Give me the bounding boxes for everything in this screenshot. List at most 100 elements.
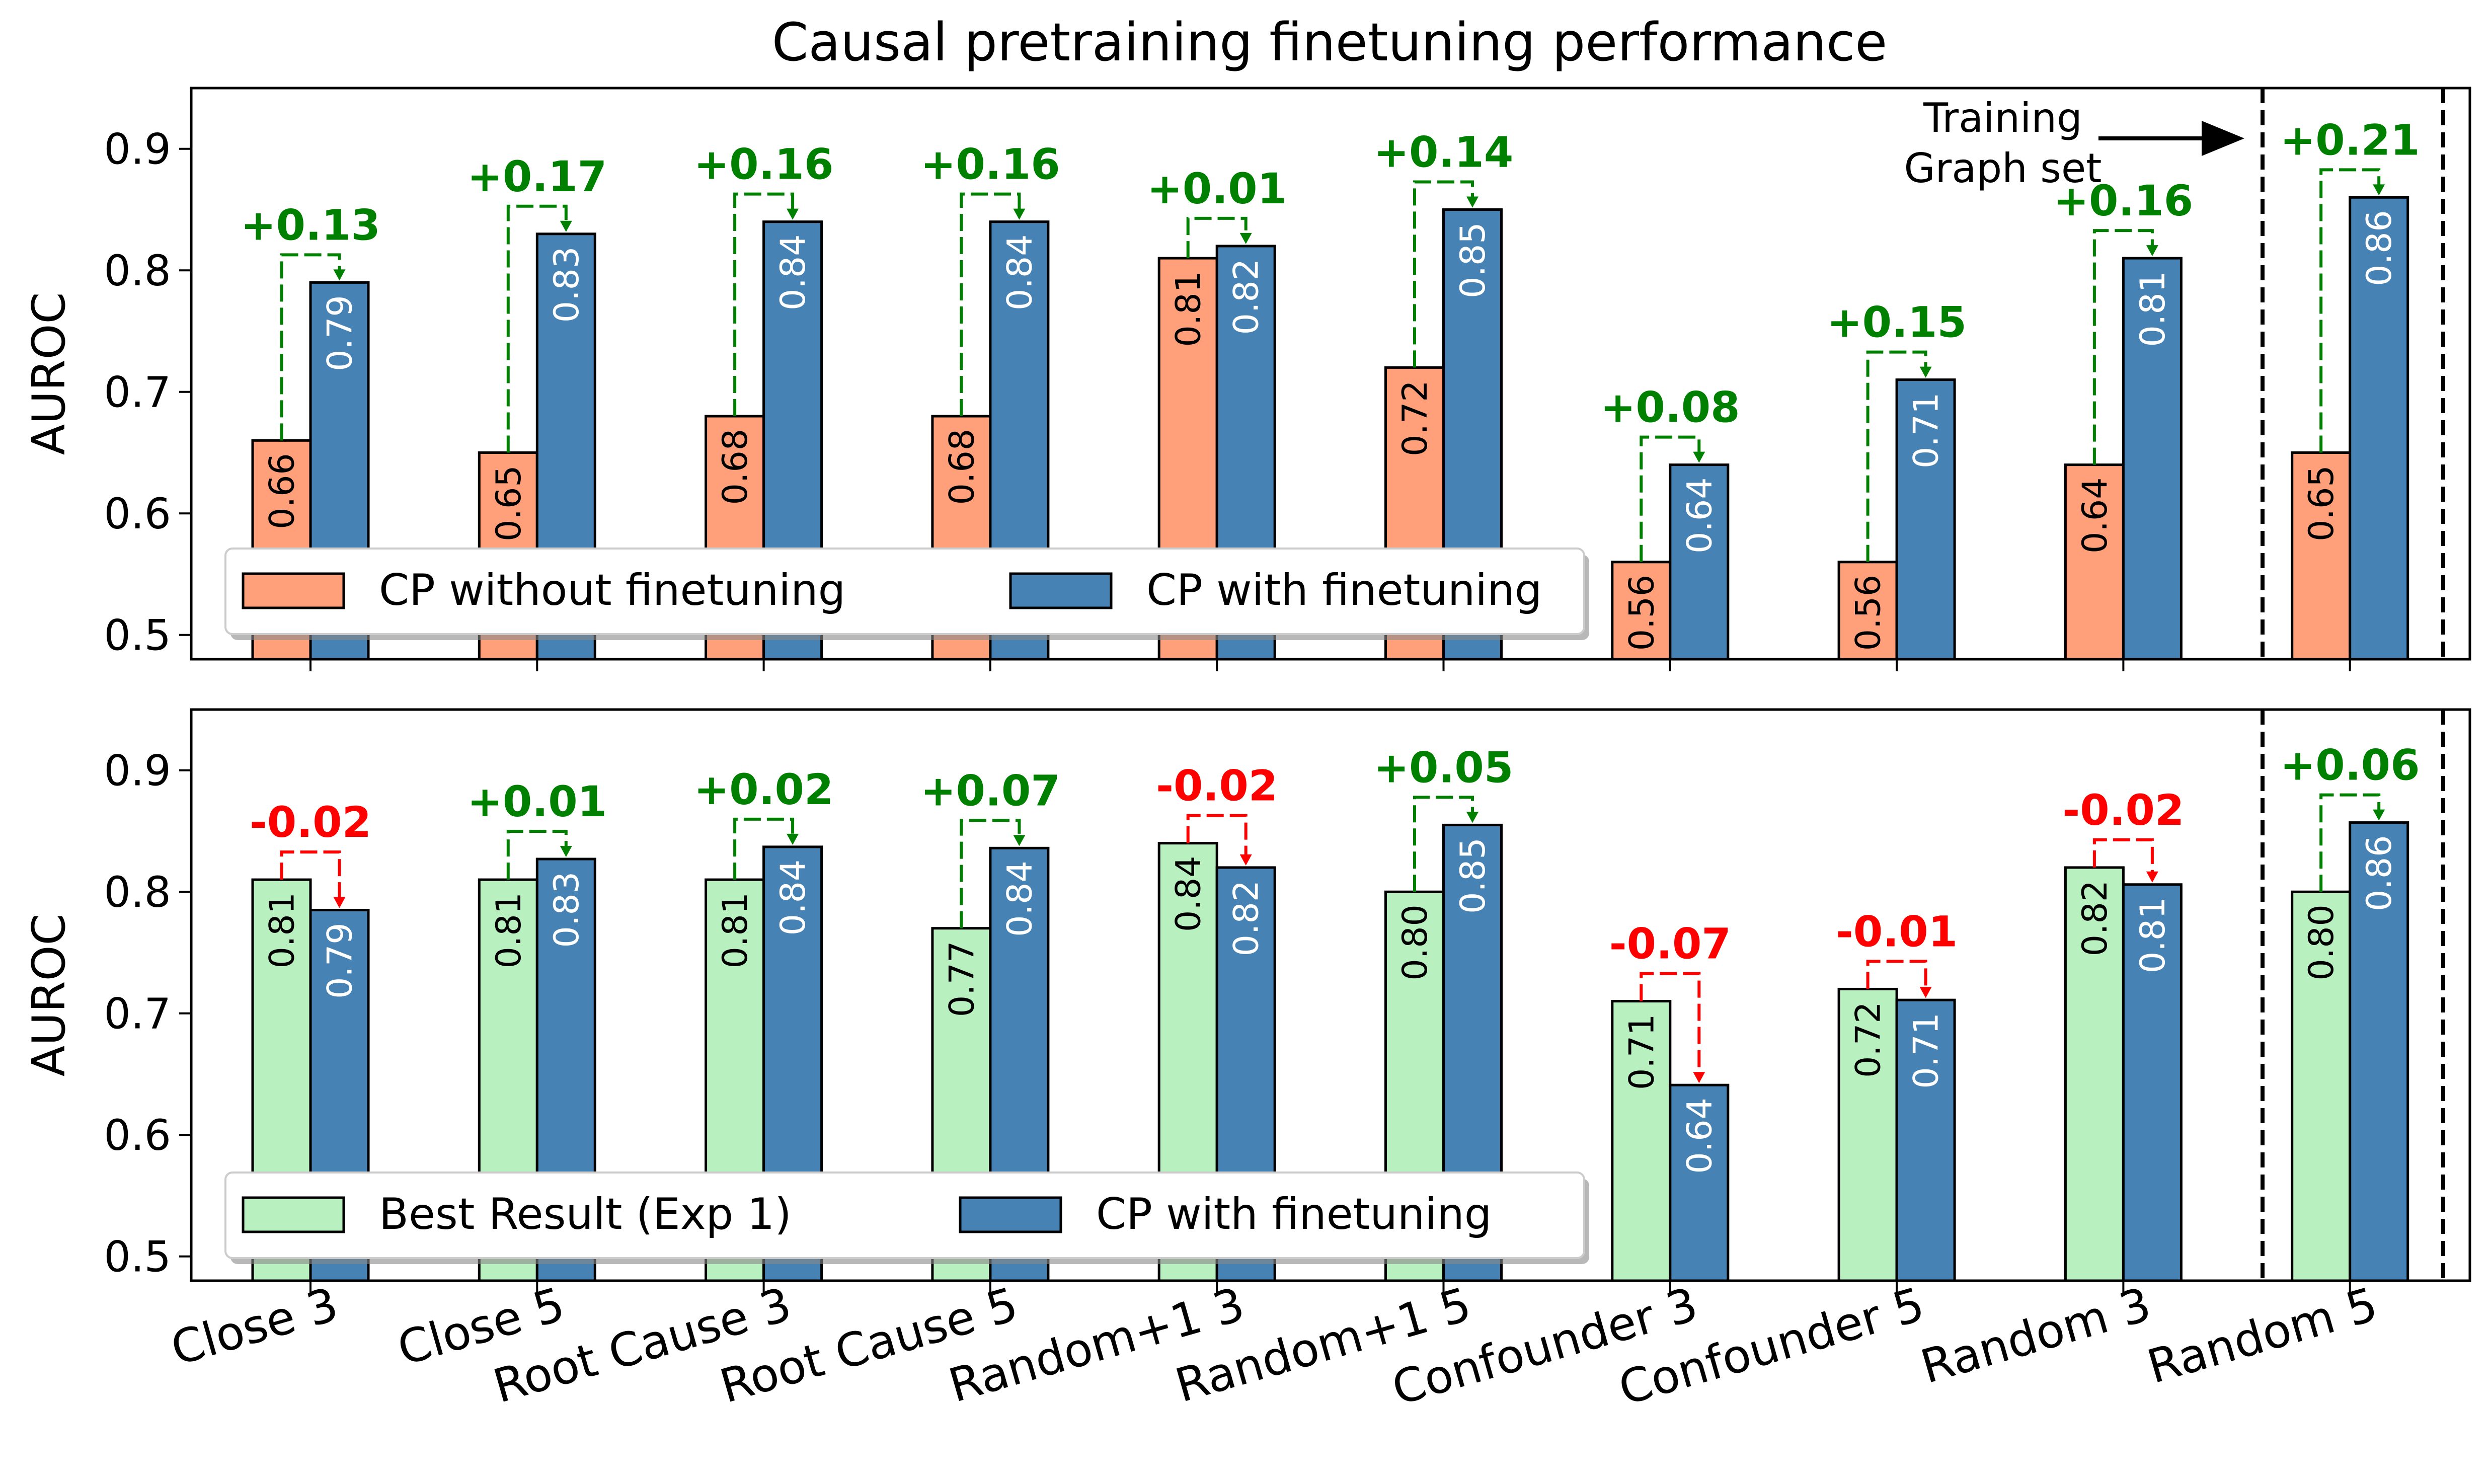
bar-value-label: 0.81 [2133,897,2173,973]
difference-bracket [1866,350,1927,562]
bar-value-label: 0.81 [2133,271,2173,347]
difference-arrowhead [2146,871,2158,883]
difference-label: +0.14 [1374,127,1514,177]
bar-value-label: 0.82 [2075,880,2115,956]
difference-arrowhead [1919,366,1932,378]
difference-arrowhead [1239,232,1252,244]
difference-bracket [2092,838,2154,875]
difference-arrowhead [1919,987,1932,998]
y-axis-label: AUROC [23,292,75,455]
bar-with-finetuning [2122,883,2183,1282]
bar-with-finetuning [2349,821,2409,1282]
bar-value-label: 0.72 [1395,380,1435,456]
difference-bracket [2319,793,2381,892]
bar-value-label: 0.64 [1680,478,1720,554]
difference-bracket [1186,216,1248,259]
difference-bracket [1866,960,1927,990]
difference-bracket [2092,229,2154,465]
difference-label: +0.13 [241,200,380,250]
y-axis-label: AUROC [23,914,75,1077]
legend-swatch [242,1196,345,1233]
bar-value-label: 0.85 [1453,837,1493,913]
annotation-text: Training [1923,95,2082,141]
y-tick-label: 0.7 [104,989,171,1039]
bar-value-label: 0.79 [321,295,360,371]
bar-value-label: 0.83 [547,247,587,323]
difference-arrowhead [1239,854,1252,866]
bar-value-label: 0.71 [1907,393,1947,468]
difference-arrowhead [2146,245,2158,257]
difference-label: +0.01 [1147,164,1287,213]
difference-label: +0.15 [1827,298,1967,347]
annotation-arrowhead [2202,121,2244,156]
bar-value-label: 0.71 [1907,1012,1947,1088]
difference-bracket [733,192,795,417]
y-tick-label: 0.5 [104,611,171,660]
legend-swatch [242,572,345,609]
difference-bracket [1186,814,1248,857]
bar-value-label: 0.79 [321,922,360,998]
bar-best-result [2064,866,2125,1282]
difference-arrowhead [787,208,799,220]
difference-bracket [506,204,568,453]
legend: Best Result (Exp 1) CP with finetuning [224,1171,1589,1264]
bar-value-label: 0.81 [489,892,529,968]
bar-value-label: 0.84 [773,235,813,310]
bar-value-label: 0.77 [942,941,982,1017]
difference-label: -0.07 [1609,919,1731,969]
y-tick-label: 0.6 [104,489,171,538]
bottom-panel: 0.5 0.6 0.7 0.8 0.9 AUROC 0.81 0.79 -0.02 0.81 0.8… [23,708,2471,1293]
difference-label: +0.06 [2280,741,2420,790]
legend: CP without finetuning CP with finetuning [224,548,1589,640]
bar-with-finetuning [2349,196,2409,661]
legend-label: CP with finetuning [1096,1189,1492,1239]
difference-label: +0.07 [920,766,1060,815]
y-tick-label: 0.5 [104,1232,171,1282]
y-tick-label: 0.6 [104,1111,171,1160]
bar-value-label: 0.65 [489,465,529,541]
bar-value-label: 0.81 [716,892,755,968]
difference-bracket [733,817,795,880]
difference-bracket [506,830,568,880]
difference-arrowhead [1013,835,1026,846]
legend-swatch [1009,572,1113,609]
difference-arrowhead [333,269,346,281]
difference-label: +0.17 [467,152,607,201]
bar-value-label: 0.68 [942,429,982,505]
difference-arrowhead [1013,208,1026,220]
chart-title: Causal pretraining finetuning performanc… [772,12,1888,73]
bar-value-label: 0.82 [1227,259,1267,335]
legend-label: Best Result (Exp 1) [379,1189,792,1239]
bar-value-label: 0.80 [1395,904,1435,980]
bar-value-label: 0.56 [1849,575,1889,651]
difference-bracket [1413,180,1474,368]
y-tick-label: 0.8 [104,868,171,917]
bar-value-label: 0.80 [2302,904,2342,980]
difference-bracket [960,192,1021,417]
bar-value-label: 0.65 [2302,465,2342,541]
legend-label: CP with finetuning [1146,565,1542,615]
bar-with-finetuning [1669,1083,1730,1282]
bar-value-label: 0.84 [1169,856,1209,932]
bar-value-label: 0.64 [1680,1098,1720,1174]
difference-label: +0.16 [920,140,1060,189]
bar-value-label: 0.83 [547,872,587,948]
difference-label: -0.02 [250,798,371,847]
difference-bracket [1640,972,1701,1075]
bar-value-label: 0.68 [716,429,755,505]
bar-value-label: 0.84 [773,860,813,935]
difference-arrowhead [1466,812,1478,823]
y-tick-label: 0.9 [104,746,171,796]
bar-without-finetuning [2291,451,2352,661]
difference-label: -0.01 [1836,907,1958,956]
bar-value-label: 0.81 [263,892,302,968]
difference-arrowhead [1693,451,1705,463]
bar-with-finetuning [1895,998,1956,1282]
difference-bracket [1413,796,1474,892]
difference-label: +0.02 [694,765,834,814]
bar-value-label: 0.86 [2360,210,2399,286]
difference-arrowhead [2373,809,2385,821]
annotation-text: Graph set [1904,145,2101,192]
difference-label: +0.16 [2054,176,2194,225]
